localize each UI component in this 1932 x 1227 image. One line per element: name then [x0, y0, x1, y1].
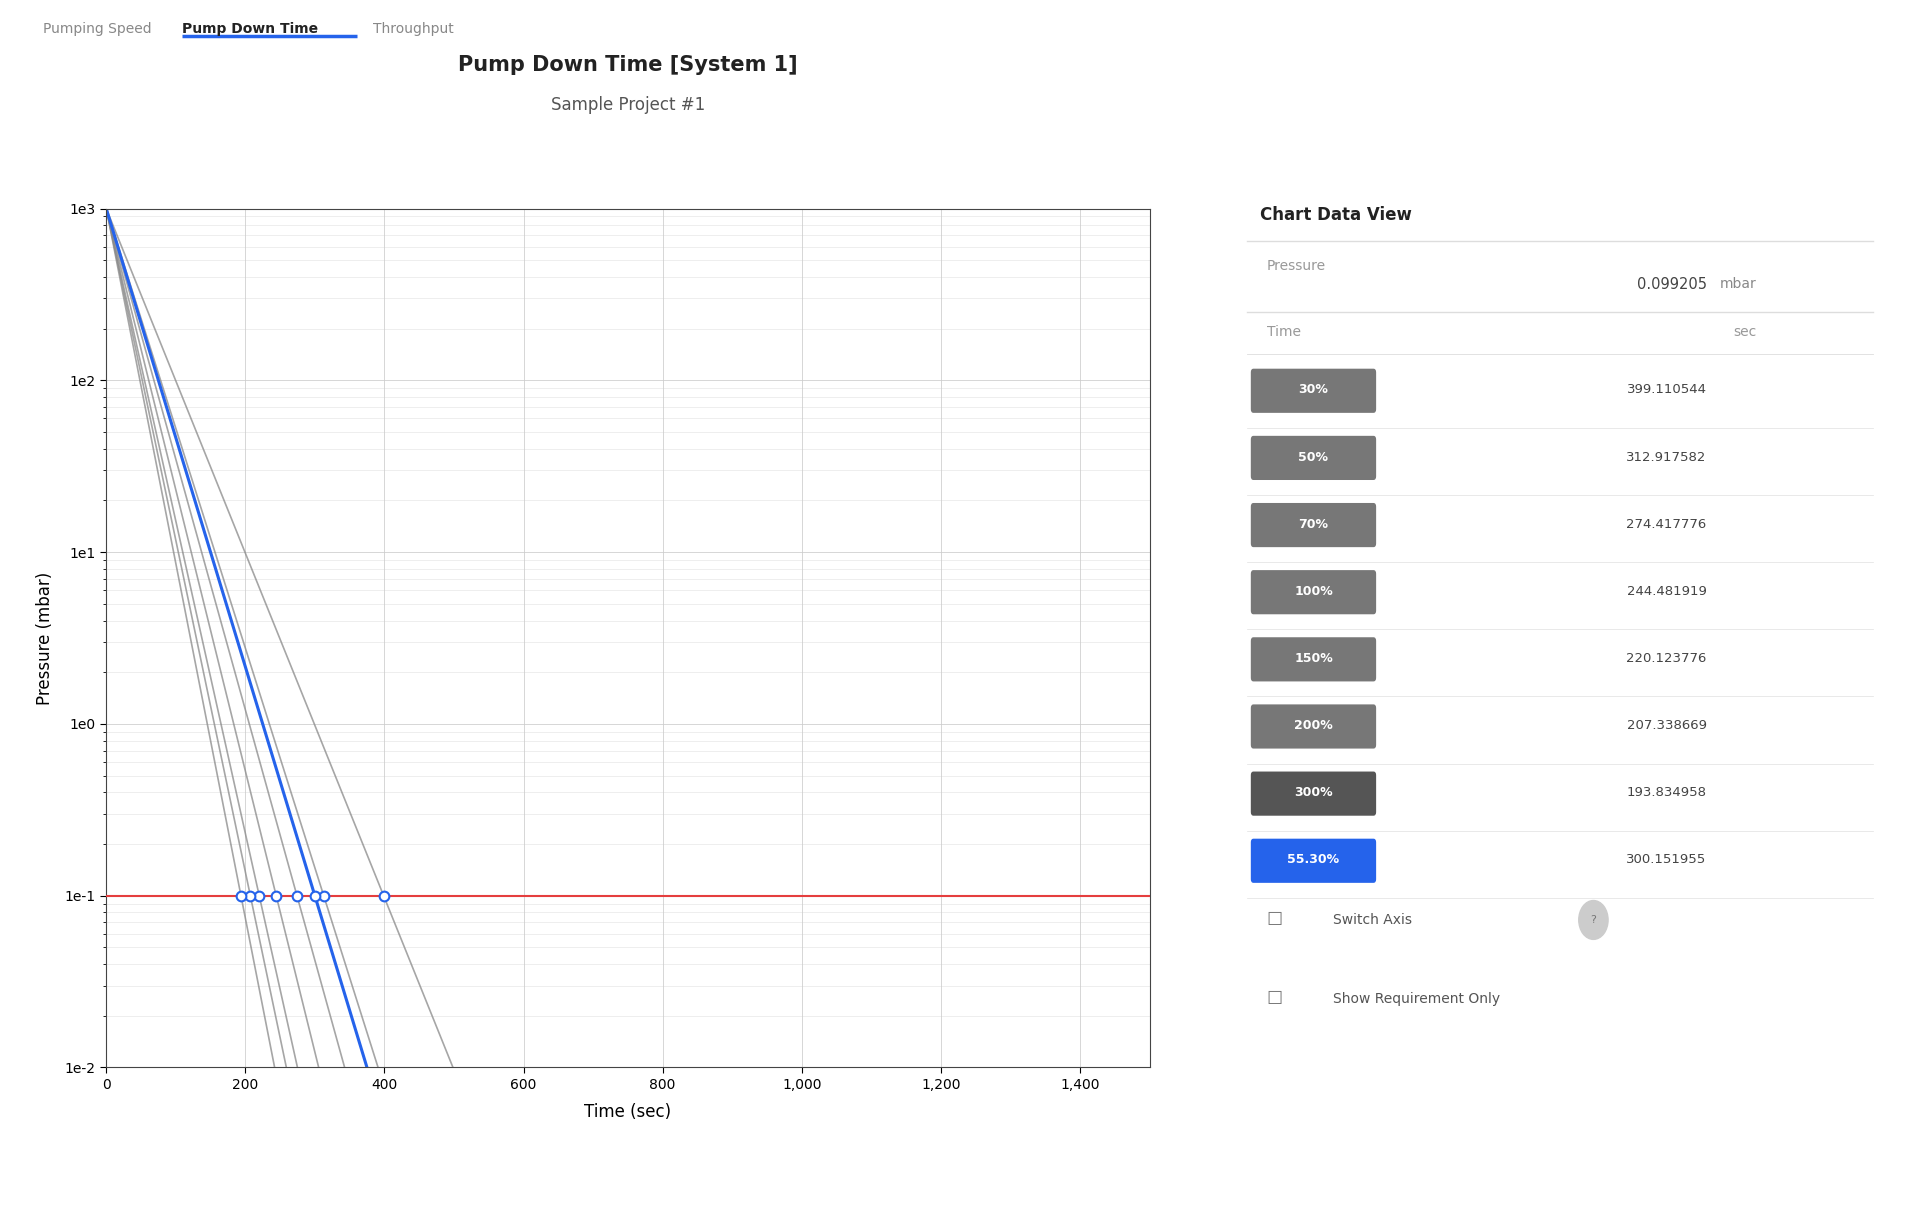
X-axis label: Time (sec): Time (sec) [583, 1103, 672, 1121]
Text: 244.481919: 244.481919 [1627, 585, 1706, 598]
FancyBboxPatch shape [1250, 368, 1376, 412]
Text: Pump Down Time: Pump Down Time [182, 22, 317, 36]
Text: Switch Axis: Switch Axis [1333, 913, 1412, 926]
Text: ?: ? [1590, 915, 1596, 925]
Text: 220.123776: 220.123776 [1627, 652, 1706, 665]
FancyBboxPatch shape [1250, 772, 1376, 816]
Text: Pumping Speed: Pumping Speed [43, 22, 151, 36]
Text: 150%: 150% [1294, 652, 1333, 665]
Text: Sample Project #1: Sample Project #1 [551, 96, 705, 114]
FancyBboxPatch shape [1250, 637, 1376, 681]
Text: Chart Data View: Chart Data View [1260, 206, 1412, 225]
Y-axis label: Pressure (mbar): Pressure (mbar) [35, 572, 54, 704]
FancyBboxPatch shape [1250, 839, 1376, 883]
Text: 193.834958: 193.834958 [1627, 787, 1706, 799]
Text: 0.099205: 0.099205 [1636, 277, 1706, 292]
Text: 55.30%: 55.30% [1287, 854, 1339, 866]
Text: ☐: ☐ [1267, 990, 1283, 1009]
Text: 274.417776: 274.417776 [1627, 518, 1706, 530]
Text: Export to CSV: Export to CSV [1704, 1156, 1822, 1171]
Text: Pump Down Time [System 1]: Pump Down Time [System 1] [458, 55, 798, 75]
Text: Time: Time [1267, 325, 1300, 340]
FancyBboxPatch shape [1250, 704, 1376, 748]
Text: Pressure: Pressure [1267, 259, 1325, 274]
Text: 207.338669: 207.338669 [1627, 719, 1706, 733]
FancyBboxPatch shape [1250, 503, 1376, 547]
Text: 30%: 30% [1298, 383, 1329, 396]
Text: Export to Image: Export to Image [1405, 1156, 1542, 1171]
FancyBboxPatch shape [1250, 436, 1376, 480]
Circle shape [1578, 901, 1607, 940]
Text: 100%: 100% [1294, 585, 1333, 598]
Text: Show Requirement Only: Show Requirement Only [1333, 993, 1501, 1006]
Text: sec: sec [1733, 325, 1756, 340]
Text: 300.151955: 300.151955 [1627, 854, 1706, 866]
Text: ⚙  Chart Settings: ⚙ Chart Settings [85, 1156, 222, 1171]
Text: Throughput: Throughput [373, 22, 454, 36]
Text: mbar: mbar [1719, 277, 1756, 291]
Text: 70%: 70% [1298, 518, 1329, 530]
Text: 300%: 300% [1294, 787, 1333, 799]
Text: ☐: ☐ [1267, 910, 1283, 929]
FancyBboxPatch shape [1250, 571, 1376, 615]
Text: 399.110544: 399.110544 [1627, 383, 1706, 396]
Text: 50%: 50% [1298, 450, 1329, 464]
Text: 200%: 200% [1294, 719, 1333, 733]
Text: 312.917582: 312.917582 [1627, 450, 1706, 464]
